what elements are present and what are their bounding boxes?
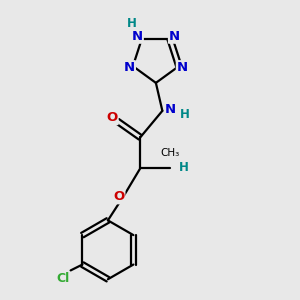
- Text: CH₃: CH₃: [161, 148, 180, 158]
- Text: N: N: [132, 30, 143, 43]
- Text: N: N: [177, 61, 188, 74]
- Text: N: N: [124, 61, 135, 74]
- Text: O: O: [113, 190, 124, 203]
- Text: N: N: [165, 103, 176, 116]
- Text: O: O: [106, 111, 118, 124]
- Text: Cl: Cl: [56, 272, 69, 285]
- Text: N: N: [169, 30, 180, 43]
- Text: H: H: [127, 17, 136, 30]
- Text: H: H: [179, 108, 189, 121]
- Text: H: H: [178, 161, 188, 174]
